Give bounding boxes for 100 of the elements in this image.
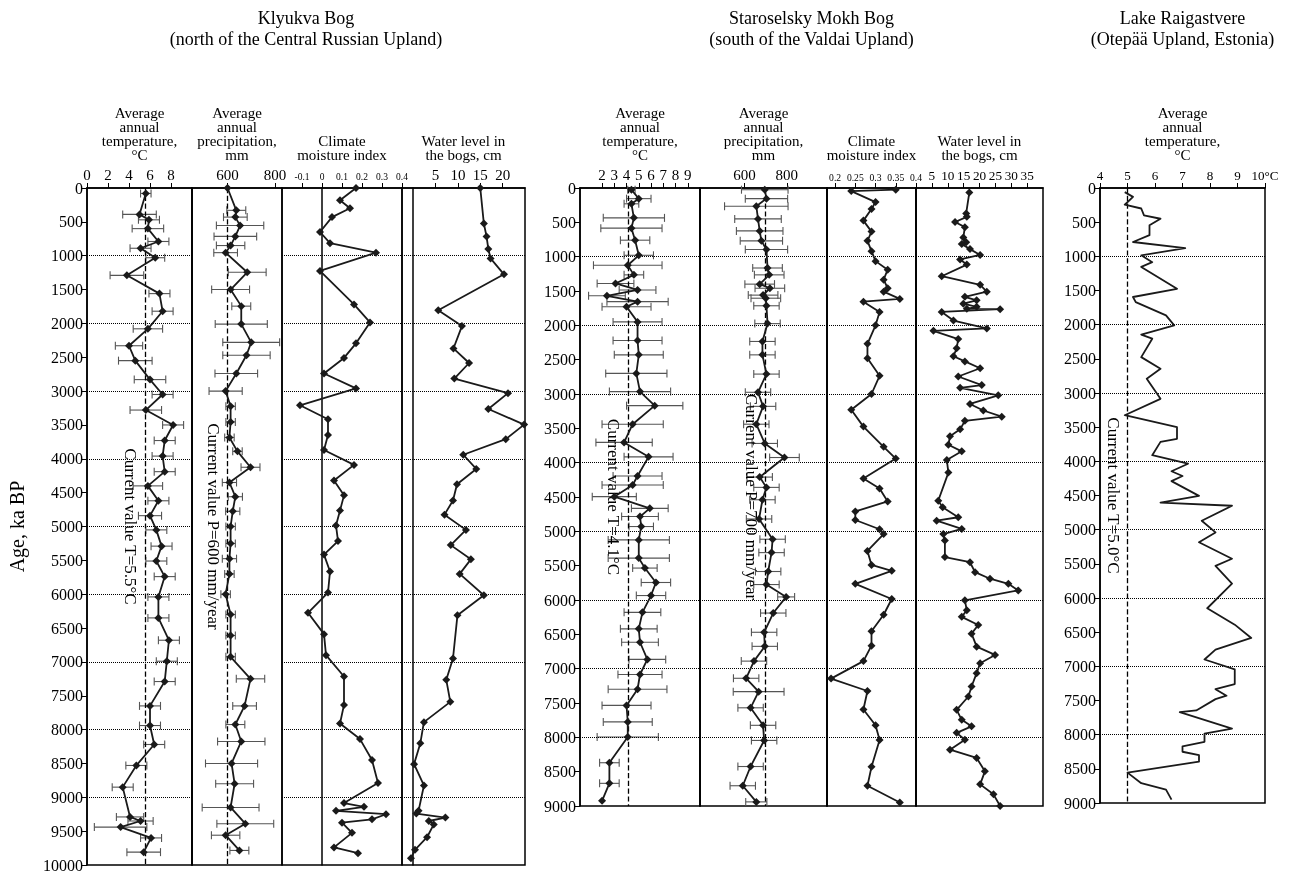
- x-tick-label: 10°C: [1251, 168, 1279, 183]
- y-tick-label: 9000: [51, 788, 83, 806]
- y-tick-label: 6000: [544, 591, 576, 609]
- y-tick-label: 9000: [1064, 794, 1096, 812]
- x-tick-label: 0.4: [396, 172, 409, 182]
- y-tick-label: 8000: [51, 721, 83, 739]
- y-tick-label: 2500: [1064, 350, 1096, 368]
- y-tick-label: 2000: [51, 314, 83, 332]
- y-tick-label: 3500: [544, 419, 576, 437]
- x-tick-label: -0.1: [294, 172, 310, 182]
- y-tick-label: 3500: [1064, 418, 1096, 436]
- y-tick-label: 6500: [51, 619, 83, 637]
- x-tick-label: 4: [622, 166, 631, 183]
- ref-line-label: Current value T=5.0°C: [1103, 417, 1123, 574]
- x-axis-title: Water level in the bogs, cm: [420, 133, 507, 163]
- x-tick-label: 0.35: [887, 171, 905, 183]
- y-axis-title: Age, ka BP: [6, 480, 29, 573]
- x-tick-label: 35: [1020, 168, 1035, 183]
- ref-line-label: Current value P=600 mm/year: [203, 423, 223, 631]
- y-tick-label: 1000: [51, 247, 83, 265]
- y-tick-label: 7500: [51, 687, 83, 705]
- x-tick-label: 0.1: [336, 172, 349, 182]
- x-tick-label: 2: [104, 166, 112, 183]
- x-tick-label: 25: [988, 168, 1003, 183]
- y-tick-label: 7000: [51, 653, 83, 671]
- y-tick-label: 5000: [544, 522, 576, 540]
- x-axis-title: Average annual temperature, °C: [1143, 105, 1222, 163]
- x-tick-label: 6: [647, 166, 656, 183]
- x-tick-label: 9: [684, 166, 692, 183]
- y-tick-label: 8000: [1064, 726, 1096, 744]
- x-tick-label: 0.3: [869, 171, 882, 183]
- y-tick-label: 1000: [544, 248, 576, 266]
- x-tick-label: 0.2: [356, 172, 369, 182]
- x-tick-label: 10: [450, 166, 466, 183]
- ref-line-label: Current value T=4.1°C: [603, 418, 623, 576]
- y-tick-label: 7500: [1064, 692, 1096, 709]
- ref-line-label: Current value T=5.5°C: [120, 448, 140, 605]
- chart-subtitle: (Otepää Upland, Estonia): [1089, 29, 1276, 50]
- x-axis-title: Average annual temperature, °C: [601, 105, 679, 163]
- y-tick-label: 2000: [544, 316, 576, 334]
- x-tick-label: 4: [125, 166, 134, 183]
- x-tick-label: 20: [495, 166, 511, 183]
- x-tick-label: 600: [733, 166, 756, 183]
- chart-subtitle: (south of the Valdai Upland): [708, 29, 915, 50]
- x-tick-label: 3: [610, 166, 619, 183]
- y-tick-label: 3000: [1064, 384, 1096, 402]
- x-tick-label: 5: [1124, 168, 1132, 183]
- x-tick-label: 600: [216, 166, 239, 183]
- x-tick-label: 5: [431, 166, 440, 183]
- y-tick-label: 8500: [51, 754, 83, 772]
- y-tick-label: 2500: [51, 348, 83, 366]
- y-tick-label: 6500: [1064, 623, 1096, 641]
- x-tick-label: 0.2: [829, 171, 842, 183]
- x-tick-label: 8: [671, 166, 680, 183]
- y-tick-label: 4000: [544, 454, 576, 472]
- x-tick-label: 0.25: [846, 171, 864, 183]
- x-tick-label: 0.3: [376, 172, 389, 182]
- x-axis-title: Water level in the bogs, cm: [936, 133, 1023, 163]
- y-tick-label: 5000: [51, 518, 83, 535]
- x-tick-label: 7: [659, 166, 668, 183]
- x-tick-label: 2: [598, 166, 606, 183]
- x-tick-label: 6: [1151, 168, 1159, 183]
- y-tick-label: 2000: [1064, 316, 1096, 334]
- chart-title: Klyukva Bog: [256, 8, 356, 29]
- y-tick-label: 4000: [1064, 452, 1096, 470]
- y-tick-label: 5500: [1064, 555, 1096, 573]
- y-tick-label: 3500: [51, 416, 83, 434]
- y-tick-label: 5000: [1064, 521, 1096, 539]
- x-axis-title: Average annual precipitation, mm: [196, 105, 278, 163]
- chart-title: Staroselsky Mokh Bog: [728, 8, 895, 29]
- y-tick-label: 5500: [544, 557, 576, 575]
- y-tick-label: 4500: [544, 488, 576, 506]
- y-tick-label: 2500: [544, 351, 576, 369]
- ref-line-label: Current value P=700 mm/year: [741, 393, 761, 601]
- x-tick-label: 9: [1234, 168, 1241, 183]
- y-tick-label: 7000: [1064, 657, 1096, 675]
- y-tick-label: 500: [1072, 213, 1096, 231]
- x-axis-title: Average annual temperature, °C: [100, 105, 179, 163]
- y-tick-label: 8500: [1064, 760, 1096, 778]
- x-tick-label: 20: [972, 168, 987, 183]
- y-tick-label: 8000: [544, 728, 576, 746]
- y-tick-label: 4500: [1064, 487, 1096, 504]
- y-tick-label: 1500: [544, 282, 576, 300]
- x-tick-label: 10: [941, 168, 955, 183]
- y-tick-label: 8500: [544, 763, 576, 781]
- y-tick-label: 5500: [51, 551, 83, 569]
- x-tick-label: 4: [1096, 168, 1104, 183]
- y-tick-label: 500: [552, 213, 576, 231]
- x-axis-title: Climate moisture index: [296, 133, 388, 163]
- y-tick-label: 9000: [544, 797, 576, 815]
- x-tick-label: 800: [775, 166, 799, 183]
- y-tick-label: 3000: [51, 382, 83, 400]
- y-tick-label: 4500: [51, 484, 83, 502]
- y-tick-label: 3000: [544, 385, 576, 403]
- x-tick-label: 800: [263, 166, 287, 183]
- chart-subtitle: (north of the Central Russian Upland): [168, 29, 444, 50]
- x-tick-label: 30: [1004, 168, 1019, 183]
- x-axis-title: Average annual precipitation, mm: [722, 105, 805, 163]
- y-tick-label: 10000: [43, 856, 83, 874]
- x-tick-label: 0.4: [909, 171, 923, 183]
